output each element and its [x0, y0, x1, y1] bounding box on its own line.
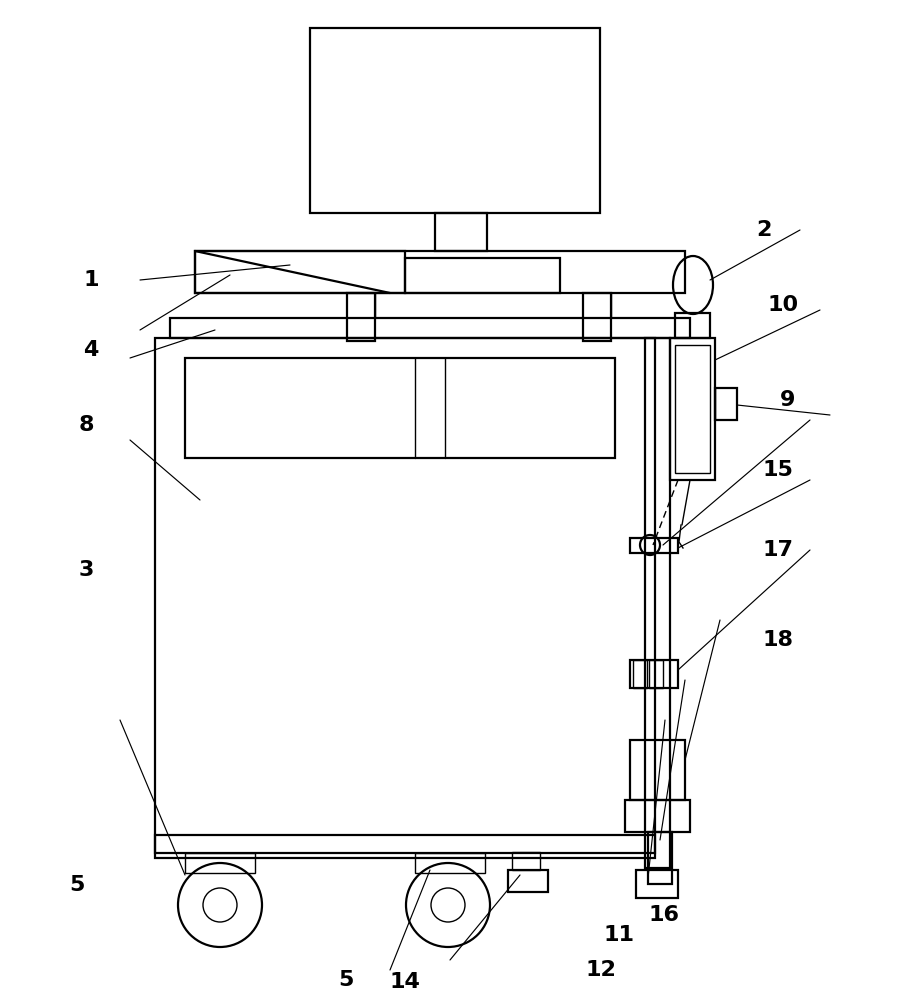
- Text: 17: 17: [763, 540, 794, 560]
- Bar: [435, 213, 487, 251]
- Text: 10: 10: [767, 295, 798, 315]
- Bar: [195, 251, 405, 293]
- Bar: [310, 28, 600, 213]
- Text: 4: 4: [84, 340, 98, 360]
- Bar: [185, 853, 255, 873]
- Text: 15: 15: [763, 460, 794, 480]
- Text: 11: 11: [603, 925, 634, 945]
- Bar: [675, 313, 710, 338]
- Bar: [155, 835, 655, 853]
- Text: 5: 5: [70, 875, 85, 895]
- Bar: [195, 251, 685, 293]
- Bar: [170, 318, 690, 338]
- Bar: [415, 853, 485, 873]
- Bar: [670, 338, 715, 480]
- Bar: [583, 293, 611, 341]
- Text: 14: 14: [389, 972, 420, 992]
- Bar: [185, 358, 615, 458]
- Text: 8: 8: [78, 415, 95, 435]
- Text: 18: 18: [763, 630, 794, 650]
- Text: 3: 3: [79, 560, 94, 580]
- Bar: [405, 258, 560, 293]
- Text: 12: 12: [585, 960, 616, 980]
- Bar: [347, 293, 375, 341]
- Text: 2: 2: [757, 220, 772, 240]
- Bar: [155, 338, 655, 858]
- Bar: [648, 832, 672, 884]
- Bar: [630, 538, 678, 553]
- Bar: [512, 852, 540, 870]
- Text: 16: 16: [649, 905, 680, 925]
- Text: 9: 9: [780, 390, 794, 410]
- Bar: [675, 345, 710, 473]
- Bar: [625, 800, 690, 832]
- Text: 5: 5: [339, 970, 353, 990]
- Bar: [630, 740, 685, 800]
- Bar: [645, 338, 670, 868]
- Bar: [633, 660, 647, 688]
- Bar: [715, 388, 737, 420]
- Bar: [630, 660, 678, 688]
- Bar: [636, 870, 678, 898]
- Bar: [649, 660, 663, 688]
- Text: 1: 1: [83, 270, 99, 290]
- Bar: [508, 870, 548, 892]
